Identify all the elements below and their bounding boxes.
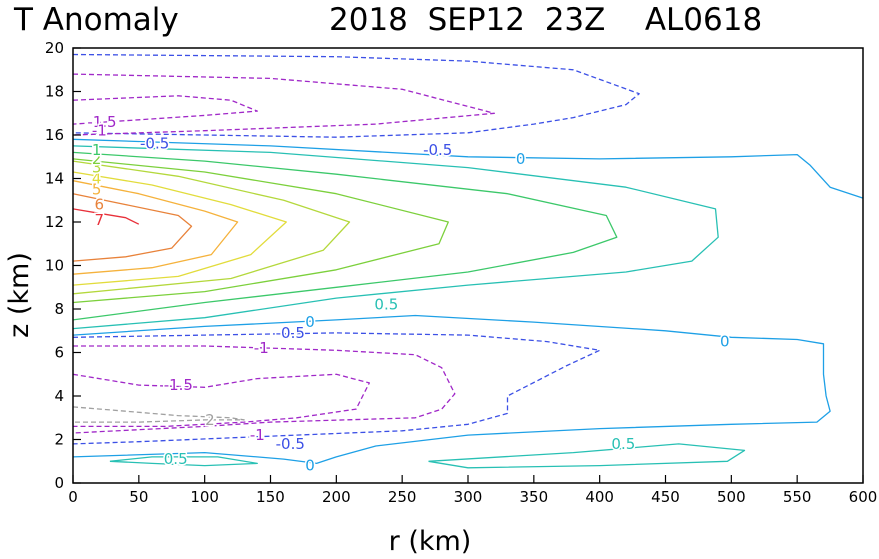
chart-title-right: 2018 SEP12 23Z AL0618 [329, 2, 762, 38]
x-tick-label: 600 [849, 488, 878, 506]
x-axis-ticks: 0 50 100 150 200 250 300 350 400 450 500 550 600 [68, 475, 877, 506]
x-tick-label: 250 [388, 488, 417, 506]
contour-label: 7 [95, 211, 105, 229]
contour-line [72, 180, 239, 275]
x-tick-label: 500 [717, 488, 746, 506]
x-tick-label: 300 [454, 488, 483, 506]
y-tick-label: 4 [54, 387, 64, 405]
y-tick-label: 18 [45, 83, 64, 101]
contour-label: 0.5 [374, 296, 398, 314]
contour-line [72, 208, 140, 225]
contour-label: 0 [516, 150, 526, 168]
x-tick-label: 100 [190, 488, 219, 506]
contour-line [72, 314, 831, 465]
contour-label: -0.5 [140, 135, 169, 153]
contour-label: 3 [92, 159, 102, 177]
contour-line [72, 171, 287, 286]
x-tick-label: 0 [68, 488, 78, 506]
y-tick-label: 6 [54, 344, 64, 362]
contour-label: 0 [720, 333, 730, 351]
y-tick-label: 14 [45, 170, 64, 188]
contour-line [72, 95, 258, 125]
contour-label: 0.5 [164, 450, 188, 468]
contour-lines [72, 53, 864, 469]
contour-line [72, 193, 193, 262]
contour-label: 6 [95, 196, 105, 214]
contour-label: 0.5 [611, 435, 635, 453]
y-tick-label: 2 [54, 431, 64, 449]
contour-label: -1.5 [87, 113, 116, 131]
y-tick-label: 8 [54, 300, 64, 318]
y-tick-label: 0 [54, 474, 64, 492]
contour-line [72, 151, 618, 321]
contour-label: -1 [92, 122, 107, 140]
contour-label: -1.5 [164, 376, 193, 394]
y-tick-label: 16 [45, 126, 64, 144]
contour-label: -0.5 [423, 141, 452, 159]
contour-line [72, 138, 864, 199]
x-tick-label: 550 [783, 488, 812, 506]
contour-label: -1 [250, 426, 265, 444]
contour-label: 2 [205, 411, 215, 429]
contour-line [72, 145, 719, 330]
contour-label: 0 [305, 457, 315, 475]
x-tick-label: 350 [520, 488, 549, 506]
contour-line [72, 73, 495, 136]
y-tick-label: 12 [45, 213, 64, 231]
x-tick-label: 150 [256, 488, 285, 506]
contour-line [72, 345, 456, 434]
y-tick-label: 10 [45, 257, 64, 275]
y-axis-label: z (km) [4, 252, 35, 338]
contour-label: 2 [92, 150, 102, 168]
contour-label: 5 [92, 180, 102, 198]
contour-line [109, 456, 258, 467]
x-axis-label: r (km) [389, 526, 472, 557]
x-tick-label: 50 [129, 488, 148, 506]
chart-title-left: T Anomaly [13, 2, 179, 38]
contour-label: 0 [305, 313, 315, 331]
y-axis-ticks: 0 2 4 6 8 10 12 14 16 18 20 [45, 39, 81, 492]
contour-line [428, 443, 746, 469]
contour-label: -1 [254, 339, 269, 357]
contour-line [72, 160, 351, 295]
contour-line [72, 332, 601, 445]
contour-line [72, 373, 370, 428]
contour-label: 4 [92, 170, 102, 188]
contour-line [72, 158, 449, 304]
contour-label: -0.5 [276, 324, 305, 342]
plot-frame [72, 47, 864, 484]
x-tick-label: 400 [585, 488, 614, 506]
contour-line [72, 406, 245, 423]
contour-label: -0.5 [276, 435, 305, 453]
contour-label: 1 [92, 141, 102, 159]
x-tick-label: 450 [651, 488, 680, 506]
x-tick-label: 200 [322, 488, 351, 506]
y-tick-label: 20 [45, 39, 64, 57]
